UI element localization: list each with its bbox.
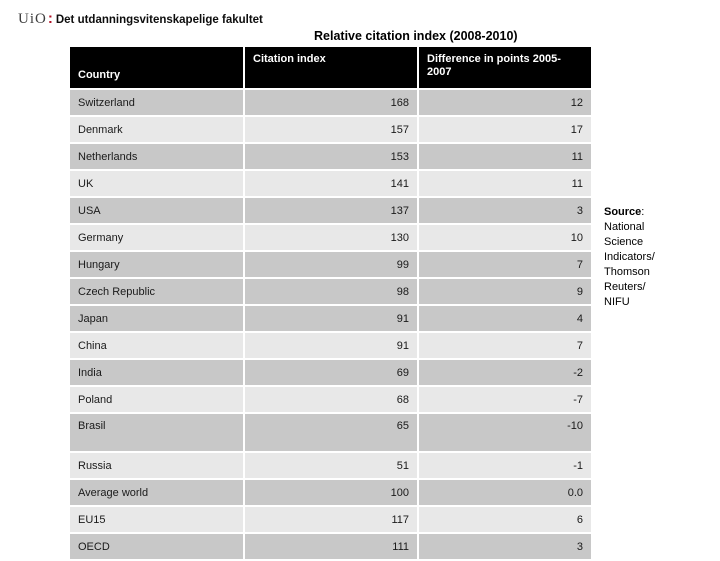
- citation-index-cell: 91: [245, 306, 417, 331]
- country-cell: Average world: [70, 480, 243, 505]
- difference-cell: 4: [419, 306, 591, 331]
- country-cell: Hungary: [70, 252, 243, 277]
- table-row-brasil: Brasil 65 -10: [70, 414, 593, 451]
- citation-index-cell: 130: [245, 225, 417, 250]
- table-row-eu15: EU15 117 6: [70, 507, 593, 532]
- table-row-india: India 69 -2: [70, 360, 593, 385]
- citation-index-cell: 99: [245, 252, 417, 277]
- table-row-russia: Russia 51 -1: [70, 453, 593, 478]
- difference-cell: 7: [419, 333, 591, 358]
- table-row-average-world: Average world 100 0.0: [70, 480, 593, 505]
- country-cell: Japan: [70, 306, 243, 331]
- table-row-denmark: Denmark 157 17: [70, 117, 593, 142]
- country-cell: India: [70, 360, 243, 385]
- country-cell: Switzerland: [70, 90, 243, 115]
- citation-index-cell: 141: [245, 171, 417, 196]
- table-row-oecd: OECD 111 3: [70, 534, 593, 559]
- difference-cell: 7: [419, 252, 591, 277]
- difference-cell: 3: [419, 198, 591, 223]
- country-cell: Netherlands: [70, 144, 243, 169]
- difference-cell: 11: [419, 171, 591, 196]
- column-header-citation-index: Citation index: [245, 47, 417, 88]
- table-row-czech-republic: Czech Republic 98 9: [70, 279, 593, 304]
- source-line: Science: [604, 236, 644, 248]
- country-cell: OECD: [70, 534, 243, 559]
- difference-cell: 10: [419, 225, 591, 250]
- citation-table: Country Citation index Difference in poi…: [70, 47, 593, 561]
- table-row-netherlands: Netherlands 153 11: [70, 144, 593, 169]
- table-row-switzerland: Switzerland 168 12: [70, 90, 593, 115]
- difference-cell: 0.0: [419, 480, 591, 505]
- source-line: NIFU: [604, 296, 630, 308]
- uio-logo: UiO: Det utdanningsvitenskapelige fakulte…: [18, 10, 263, 28]
- citation-index-cell: 100: [245, 480, 417, 505]
- citation-index-cell: 69: [245, 360, 417, 385]
- citation-index-cell: 157: [245, 117, 417, 142]
- table-header-row: Country Citation index Difference in poi…: [70, 47, 593, 88]
- citation-index-cell: 153: [245, 144, 417, 169]
- table-row-china: China 91 7: [70, 333, 593, 358]
- country-cell: Denmark: [70, 117, 243, 142]
- country-cell: Czech Republic: [70, 279, 243, 304]
- citation-index-cell: 168: [245, 90, 417, 115]
- column-header-difference: Difference in points 2005-2007: [419, 47, 591, 88]
- difference-cell: -10: [419, 414, 591, 451]
- country-cell: China: [70, 333, 243, 358]
- uio-faculty-name: Det utdanningsvitenskapelige fakultet: [55, 14, 263, 26]
- country-cell: USA: [70, 198, 243, 223]
- difference-cell: -2: [419, 360, 591, 385]
- source-line: Thomson: [604, 266, 650, 278]
- difference-cell: 9: [419, 279, 591, 304]
- citation-index-cell: 51: [245, 453, 417, 478]
- country-cell: Brasil: [70, 414, 243, 451]
- difference-cell: -7: [419, 387, 591, 412]
- table-row-japan: Japan 91 4: [70, 306, 593, 331]
- country-cell: UK: [70, 171, 243, 196]
- source-label: Source: [604, 206, 642, 218]
- uio-logo-text: UiO: [18, 11, 47, 27]
- table-row-poland: Poland 68 -7: [70, 387, 593, 412]
- table-row-germany: Germany 130 10: [70, 225, 593, 250]
- difference-cell: 6: [419, 507, 591, 532]
- column-header-country: Country: [70, 47, 243, 88]
- difference-cell: 3: [419, 534, 591, 559]
- table-row-hungary: Hungary 99 7: [70, 252, 593, 277]
- citation-index-cell: 111: [245, 534, 417, 559]
- difference-cell: 17: [419, 117, 591, 142]
- country-cell: EU15: [70, 507, 243, 532]
- table-row-uk: UK 141 11: [70, 171, 593, 196]
- citation-index-cell: 137: [245, 198, 417, 223]
- country-cell: Russia: [70, 453, 243, 478]
- difference-cell: 11: [419, 144, 591, 169]
- source-line: Indicators/: [604, 251, 655, 263]
- country-cell: Germany: [70, 225, 243, 250]
- source-note: Source: National Science Indicators/ Tho…: [604, 205, 655, 310]
- citation-index-cell: 65: [245, 414, 417, 451]
- difference-cell: -1: [419, 453, 591, 478]
- source-colon: :: [641, 206, 645, 218]
- slide-title: Relative citation index (2008-2010): [314, 29, 518, 43]
- citation-index-cell: 117: [245, 507, 417, 532]
- citation-index-cell: 91: [245, 333, 417, 358]
- source-label-line: Source:: [604, 205, 655, 220]
- citation-index-cell: 98: [245, 279, 417, 304]
- table-row-usa: USA 137 3: [70, 198, 593, 223]
- source-line: Reuters/: [604, 281, 646, 293]
- uio-logo-colon: :: [47, 10, 53, 27]
- difference-cell: 12: [419, 90, 591, 115]
- citation-index-cell: 68: [245, 387, 417, 412]
- source-line: National: [604, 221, 645, 233]
- country-cell: Poland: [70, 387, 243, 412]
